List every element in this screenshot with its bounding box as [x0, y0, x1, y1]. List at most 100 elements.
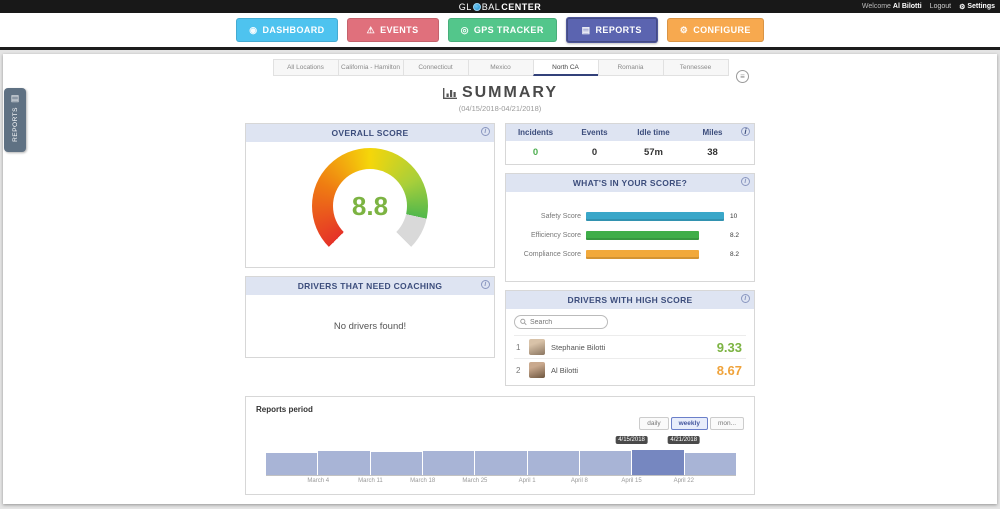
timeline-x-labels: March 4 March 11 March 18 March 25 April 1 Ap…: [266, 478, 736, 488]
timeline-column[interactable]: [421, 450, 475, 475]
dashboard-icon: ◉: [249, 24, 258, 35]
range-monthly-button[interactable]: mon...: [709, 417, 744, 430]
stat-value-idle-time: 57m: [643, 147, 663, 158]
user-name: Al Bilotti: [892, 3, 922, 10]
search-input[interactable]: [530, 318, 602, 326]
timeline-column[interactable]: [317, 451, 370, 475]
stat-value-events: 0: [591, 147, 598, 158]
coaching-card: DRIVERS THAT NEED COACHING i No drivers f…: [245, 276, 495, 358]
info-icon[interactable]: i: [741, 294, 750, 303]
info-icon[interactable]: i: [481, 127, 490, 136]
cards-area: OVERALL SCORE i 8.8 DRIVERS THAT NEED COA…: [245, 123, 755, 386]
stat-label-miles: Miles: [702, 128, 723, 137]
main-area: All Locations California - Hamilton Conn…: [0, 50, 1000, 504]
nav-configure-button[interactable]: ⚙ CONFIGURE: [666, 18, 764, 42]
topbar-user-area: Welcome Al Bilotti Logout ⚙ Settings: [862, 3, 995, 11]
info-icon[interactable]: i: [481, 280, 490, 289]
timeline-x-label: April 22: [673, 478, 694, 484]
tab-north-ca[interactable]: North CA: [532, 59, 599, 76]
tab-romania[interactable]: Romania: [597, 59, 664, 76]
info-icon[interactable]: i: [741, 177, 750, 186]
driver-row[interactable]: 2 Al Bilotti 8.67: [514, 358, 746, 381]
timeline-x-label: April 8: [570, 478, 588, 484]
overall-score-card: OVERALL SCORE i 8.8: [245, 123, 495, 268]
main-nav: ◉ DASHBOARD ⚠ EVENTS ◎ GPS TRACKER ▤ REPORTS…: [0, 13, 1000, 47]
sidebar-reports-tab[interactable]: ▤ REPORTS: [4, 88, 26, 152]
reports-period-card: Reports period daily weekly mon... 4/15/…: [245, 396, 755, 495]
driver-search: [514, 315, 608, 329]
stat-label-idle-time: Idle time: [637, 128, 670, 137]
driver-rank: 2: [516, 365, 521, 375]
page-subtitle: (04/15/2018-04/21/2018): [458, 104, 542, 113]
reports-period-title: Reports period: [256, 405, 313, 414]
tab-all-locations[interactable]: All Locations: [272, 59, 339, 76]
wrench-icon: ⚙: [679, 24, 689, 35]
driver-avatar: [529, 362, 545, 378]
driver-name: Al Bilotti: [551, 365, 579, 375]
driver-row[interactable]: 1 Stephanie Bilotti 9.33: [514, 335, 746, 358]
info-icon[interactable]: i: [741, 127, 750, 136]
stat-value-miles: 38: [707, 147, 718, 158]
location-tabs: All Locations California - Hamilton Conn…: [3, 54, 997, 76]
score-row-compliance: Compliance Score 8.2: [523, 250, 740, 259]
range-daily-button[interactable]: daily: [639, 417, 669, 430]
compliance-score-bar: [586, 250, 700, 259]
header-divider: [0, 47, 1000, 50]
timeline-column[interactable]: [474, 451, 527, 475]
stat-label-events: Events: [581, 128, 608, 137]
left-column: OVERALL SCORE i 8.8 DRIVERS THAT NEED COA…: [245, 123, 495, 386]
tab-connecticut[interactable]: Connecticut: [402, 59, 469, 76]
overall-score-value: 8.8: [351, 190, 389, 221]
timeline-column[interactable]: [631, 449, 684, 475]
driver-score: 8.67: [716, 362, 742, 378]
chart-icon: [442, 87, 457, 99]
report-file-icon: ▤: [581, 24, 591, 35]
page-menu-button[interactable]: ≡: [736, 70, 749, 83]
topbar: GL BAL CENTER Welcome Al Bilotti Logout ⚙ S…: [0, 0, 1000, 13]
stats-card: Incidents Events Idle time Miles i 0 0 5…: [505, 123, 755, 165]
overall-score-gauge: 8.8: [312, 148, 428, 264]
warning-icon: ⚠: [366, 24, 376, 35]
content-panel: All Locations California - Hamilton Conn…: [3, 54, 997, 504]
timeline-column[interactable]: [683, 453, 736, 475]
tab-tennessee[interactable]: Tennessee: [662, 59, 729, 76]
timeline-column[interactable]: [266, 453, 318, 475]
nav-reports-button[interactable]: ▤ REPORTS: [565, 17, 658, 43]
overall-score-body: 8.8: [246, 142, 494, 270]
nav-dashboard-button[interactable]: ◉ DASHBOARD: [236, 18, 338, 42]
high-score-body: 1 Stephanie Bilotti 9.33 2 Al Bilotti 8.…: [506, 309, 754, 385]
overall-score-header: OVERALL SCORE i: [246, 124, 494, 142]
score-breakdown-card: WHAT'S IN YOUR SCORE? i Safety Score 10 E…: [505, 173, 755, 282]
score-breakdown-header: WHAT'S IN YOUR SCORE? i: [506, 174, 754, 192]
timeline-chart[interactable]: 4/15/2018 4/21/2018: [266, 436, 736, 476]
nav-events-button[interactable]: ⚠ EVENTS: [346, 18, 439, 42]
tab-california-hamilton[interactable]: California - Hamilton: [337, 59, 404, 76]
timeline-x-label: April 15: [621, 478, 642, 484]
coaching-header: DRIVERS THAT NEED COACHING i: [246, 277, 494, 295]
timeline-x-label: March 18: [410, 478, 436, 484]
logout-link[interactable]: Logout: [929, 3, 952, 10]
range-weekly-button[interactable]: weekly: [670, 417, 708, 430]
timeline-columns: [266, 446, 736, 476]
driver-avatar: [529, 339, 545, 355]
settings-link[interactable]: ⚙ Settings: [959, 3, 995, 11]
nav-gps-tracker-button[interactable]: ◎ GPS TRACKER: [447, 18, 557, 42]
tab-mexico[interactable]: Mexico: [467, 59, 534, 76]
stats-header: Incidents Events Idle time Miles i: [506, 124, 754, 141]
page-head: SUMMARY (04/15/2018-04/21/2018): [3, 84, 997, 113]
sidebar-tab-label: REPORTS: [11, 107, 19, 142]
high-score-header: DRIVERS WITH HIGH SCORE i: [506, 291, 754, 309]
logo: GL BAL CENTER: [0, 2, 1000, 12]
score-row-efficiency: Efficiency Score 8.2: [530, 231, 740, 240]
overall-score-gauge-center: 8.8: [333, 169, 407, 243]
selection-tooltip-end: 4/21/2018: [667, 436, 701, 444]
logo-text-mid: BAL: [481, 1, 501, 12]
coaching-body: No drivers found!: [246, 295, 494, 357]
timeline-column[interactable]: [578, 451, 632, 475]
driver-name: Stephanie Bilotti: [551, 342, 606, 352]
logo-text-bold: CENTER: [501, 1, 542, 12]
timeline-column[interactable]: [526, 450, 579, 475]
driver-rank: 1: [516, 342, 521, 352]
timeline-column[interactable]: [369, 452, 422, 475]
